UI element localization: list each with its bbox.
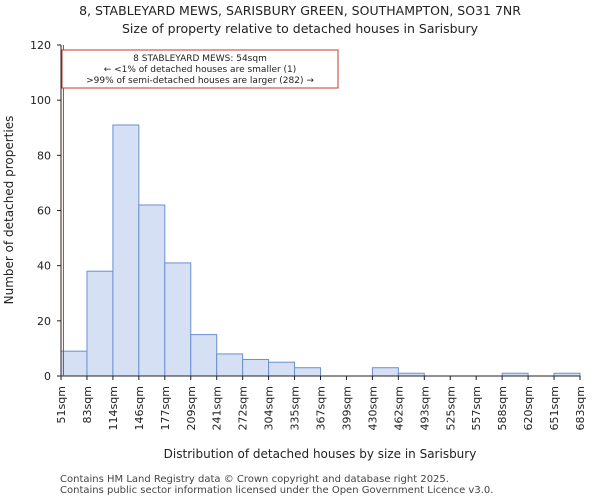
x-tick-label: 588sqm: [496, 386, 509, 430]
bar-430sqm: [371, 367, 399, 377]
x-tick-label: 335sqm: [289, 386, 302, 430]
x-tick-label: 462sqm: [392, 386, 405, 430]
bar-304sqm: [268, 361, 296, 377]
y-axis-label: Number of detached properties: [2, 116, 16, 305]
footer-copyright: Contains HM Land Registry data © Crown c…: [60, 474, 449, 485]
x-tick-label: 177sqm: [159, 386, 172, 430]
x-tick-label: 83sqm: [81, 386, 94, 423]
x-tick-label: 146sqm: [133, 386, 146, 430]
chart-subtitle: Size of property relative to detached ho…: [122, 21, 479, 36]
bar-114sqm: [112, 124, 140, 377]
bar-241sqm: [216, 353, 244, 377]
x-tick-label: 430sqm: [366, 386, 379, 430]
x-tick-label: 493sqm: [418, 386, 431, 430]
y-tick-label: 60: [37, 205, 51, 218]
x-tick-label: 620sqm: [522, 386, 535, 430]
y-tick-label: 20: [37, 315, 51, 328]
y-tick-label: 0: [44, 370, 51, 383]
bars: [60, 124, 581, 377]
annotation-box: [61, 49, 339, 89]
x-axis-label: Distribution of detached houses by size …: [164, 447, 477, 461]
y-tick-label: 100: [30, 94, 51, 107]
footer-licence: Contains public sector information licen…: [60, 485, 494, 496]
bar-146sqm: [138, 204, 166, 377]
y-tick-label: 120: [30, 39, 51, 52]
x-tick-label: 651sqm: [548, 386, 561, 430]
x-tick-label: 114sqm: [107, 386, 120, 430]
x-tick-label: 51sqm: [55, 386, 68, 423]
annotation-line-2: ← <1% of detached houses are smaller (1): [104, 65, 297, 75]
bar-83sqm: [86, 270, 114, 377]
x-tick-label: 304sqm: [263, 386, 276, 430]
x-tick-label: 367sqm: [315, 386, 328, 430]
annotation-line-3: >99% of semi-detached houses are larger …: [86, 76, 314, 86]
y-tick-label: 80: [37, 149, 51, 162]
annotation-line-1: 8 STABLEYARD MEWS: 54sqm: [133, 54, 267, 64]
x-axis-ticks: 51sqm 83sqm 114sqm 146sqm 177sqm 209sqm 241sqm…: [55, 376, 587, 430]
x-tick-label: 272sqm: [237, 386, 250, 430]
x-tick-label: 525sqm: [444, 386, 457, 430]
x-tick-label: 557sqm: [470, 386, 483, 430]
bar-177sqm: [164, 262, 192, 377]
bar-272sqm: [242, 358, 270, 377]
y-tick-label: 40: [37, 260, 51, 273]
bar-335sqm: [294, 367, 321, 377]
y-axis-ticks: 0 20 40 60 80 100 120: [30, 39, 61, 383]
x-tick-label: 209sqm: [185, 386, 198, 430]
bar-51sqm: [60, 350, 88, 377]
bar-209sqm: [190, 334, 218, 377]
x-tick-label: 683sqm: [574, 386, 587, 430]
x-tick-label: 399sqm: [340, 386, 353, 430]
chart-title: 8, STABLEYARD MEWS, SARISBURY GREEN, SOU…: [79, 3, 521, 18]
x-tick-label: 241sqm: [211, 386, 224, 430]
